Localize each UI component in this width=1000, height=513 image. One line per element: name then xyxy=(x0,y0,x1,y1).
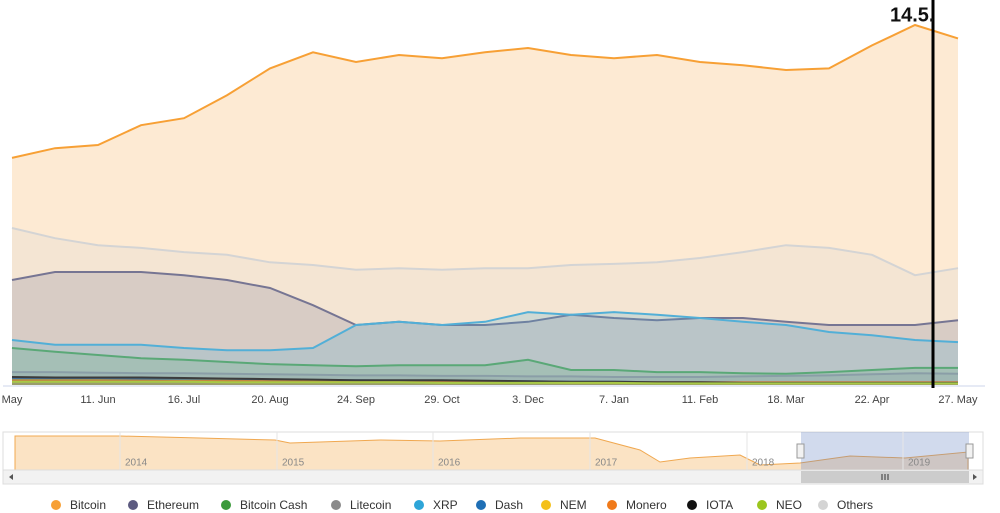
series-area xyxy=(12,25,958,385)
series-line xyxy=(11,347,958,375)
series-line xyxy=(12,371,959,378)
x-tick-label: 29. Oct xyxy=(424,394,459,406)
navigator-label: 2017 xyxy=(595,458,618,469)
legend-label[interactable]: IOTA xyxy=(706,498,733,512)
series-line xyxy=(12,380,958,385)
series-area xyxy=(12,312,958,385)
navigator-handle[interactable] xyxy=(796,443,805,459)
legend-marker[interactable] xyxy=(331,500,341,510)
legend-marker[interactable] xyxy=(414,500,424,510)
x-tick-label: 20. Aug xyxy=(251,394,288,406)
navigator-label: 2019 xyxy=(908,458,931,469)
legend-marker[interactable] xyxy=(607,500,617,510)
x-tick-label: 22. Apr xyxy=(855,394,890,406)
legend-label[interactable]: Dash xyxy=(495,498,523,512)
legend-marker[interactable] xyxy=(128,500,138,510)
x-tick-label: 11. Feb xyxy=(682,394,719,406)
legend-marker[interactable] xyxy=(541,500,551,510)
legend-label[interactable]: Monero xyxy=(626,498,667,512)
series-area xyxy=(12,228,958,385)
x-tick-label: 27. May xyxy=(938,394,978,406)
plot-area xyxy=(11,23,959,385)
navigator-labels: 2014 2015 2016 2017 2018 2019 xyxy=(119,432,931,470)
legend-label[interactable]: NEM xyxy=(560,498,587,512)
navigator-label: 2016 xyxy=(438,458,461,469)
x-tick-label: 18. Mar xyxy=(767,394,805,406)
navigator-label: 2018 xyxy=(752,458,775,469)
scrollbar[interactable] xyxy=(2,469,984,485)
series-line xyxy=(11,311,959,352)
legend-marker[interactable] xyxy=(51,500,61,510)
legend-label[interactable]: Bitcoin Cash xyxy=(240,498,307,512)
series-line xyxy=(11,23,959,159)
series-area xyxy=(12,272,958,385)
navigator-handle[interactable] xyxy=(965,443,974,459)
x-tick-label: 16. Jul xyxy=(168,394,200,406)
navigator: 2014 2015 2016 2017 2018 2019 xyxy=(2,431,984,485)
x-tick-label: May xyxy=(2,394,23,406)
legend-marker[interactable] xyxy=(221,500,231,510)
annotation: 14.5. xyxy=(890,4,934,26)
x-tick-label: 7. Jan xyxy=(599,394,629,406)
series-line xyxy=(11,227,959,277)
navigator-window[interactable] xyxy=(801,432,969,470)
navigator-label: 2014 xyxy=(125,458,148,469)
legend-label[interactable]: Bitcoin xyxy=(70,498,106,512)
legend: Bitcoin Ethereum Bitcoin Cash Litecoin XRP Da… xyxy=(51,498,873,512)
legend-label[interactable]: NEO xyxy=(776,498,802,512)
legend-marker[interactable] xyxy=(757,500,767,510)
legend-marker[interactable] xyxy=(476,500,486,510)
navigator-series xyxy=(14,435,969,471)
legend-marker[interactable] xyxy=(818,500,828,510)
legend-label[interactable]: Litecoin xyxy=(350,498,391,512)
x-tick-label: 3. Dec xyxy=(512,394,544,406)
legend-marker[interactable] xyxy=(687,500,697,510)
x-tick-label: 24. Sep xyxy=(337,394,375,406)
scrollbar-grip xyxy=(881,474,889,480)
x-tick-label: 11. Jun xyxy=(80,394,115,406)
series-line xyxy=(11,271,959,327)
legend-label[interactable]: Ethereum xyxy=(147,498,199,512)
navigator-label: 2015 xyxy=(282,458,305,469)
legend-label[interactable]: Others xyxy=(837,498,873,512)
legend-label[interactable]: XRP xyxy=(433,498,458,512)
